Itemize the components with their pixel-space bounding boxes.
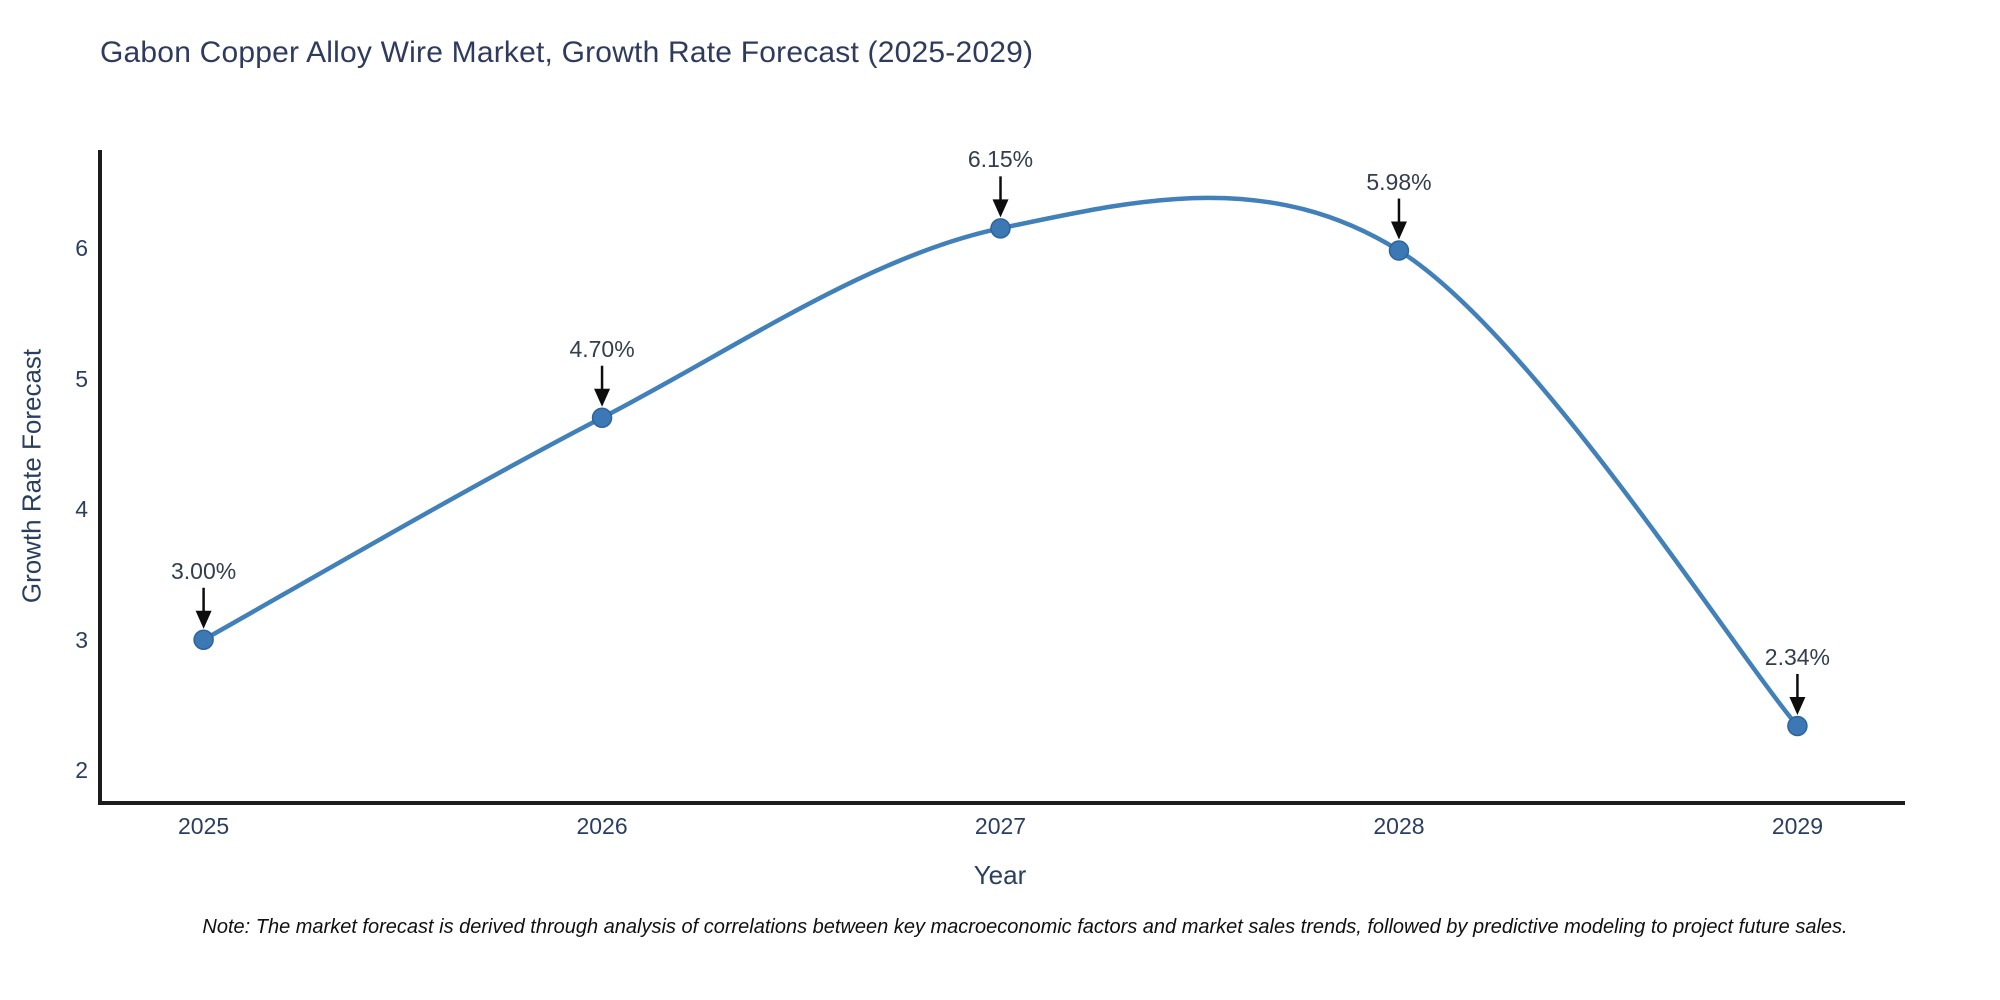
annotation-arrow-head	[1789, 696, 1806, 715]
annotation-arrow-head	[1390, 221, 1407, 240]
x-tick-label: 2027	[974, 813, 1027, 839]
x-tick-label: 2025	[178, 813, 230, 839]
x-axis-label: Year	[973, 860, 1027, 890]
y-tick-label: 3	[75, 626, 88, 653]
point-annotation: 6.15%	[967, 146, 1034, 173]
trend-line	[201, 195, 1800, 729]
annotation-arrow-head	[594, 388, 611, 407]
data-point-marker	[193, 629, 214, 650]
x-tick-label: 2026	[576, 813, 628, 839]
y-tick-label: 4	[75, 496, 88, 523]
point-annotation: 4.70%	[569, 335, 635, 362]
data-point-marker	[1787, 715, 1808, 737]
data-point-marker	[990, 218, 1011, 239]
annotation-arrow-head	[195, 610, 212, 629]
y-tick-label: 5	[75, 365, 88, 392]
data-point-marker	[1388, 240, 1410, 261]
annotation-arrow-head	[992, 199, 1009, 218]
x-tick-label: 2029	[1771, 813, 1823, 839]
point-annotation: 3.00%	[170, 557, 237, 584]
point-annotation: 5.98%	[1366, 168, 1432, 195]
x-tick-label: 2028	[1373, 813, 1425, 839]
chart-title: Gabon Copper Alloy Wire Market, Growth R…	[100, 36, 1034, 69]
footnote: Note: The market forecast is derived thr…	[202, 916, 1848, 938]
point-annotation: 2.34%	[1764, 643, 1831, 670]
y-tick-label: 2	[75, 757, 88, 784]
y-tick-label: 6	[75, 234, 88, 261]
data-point-marker	[591, 407, 613, 428]
